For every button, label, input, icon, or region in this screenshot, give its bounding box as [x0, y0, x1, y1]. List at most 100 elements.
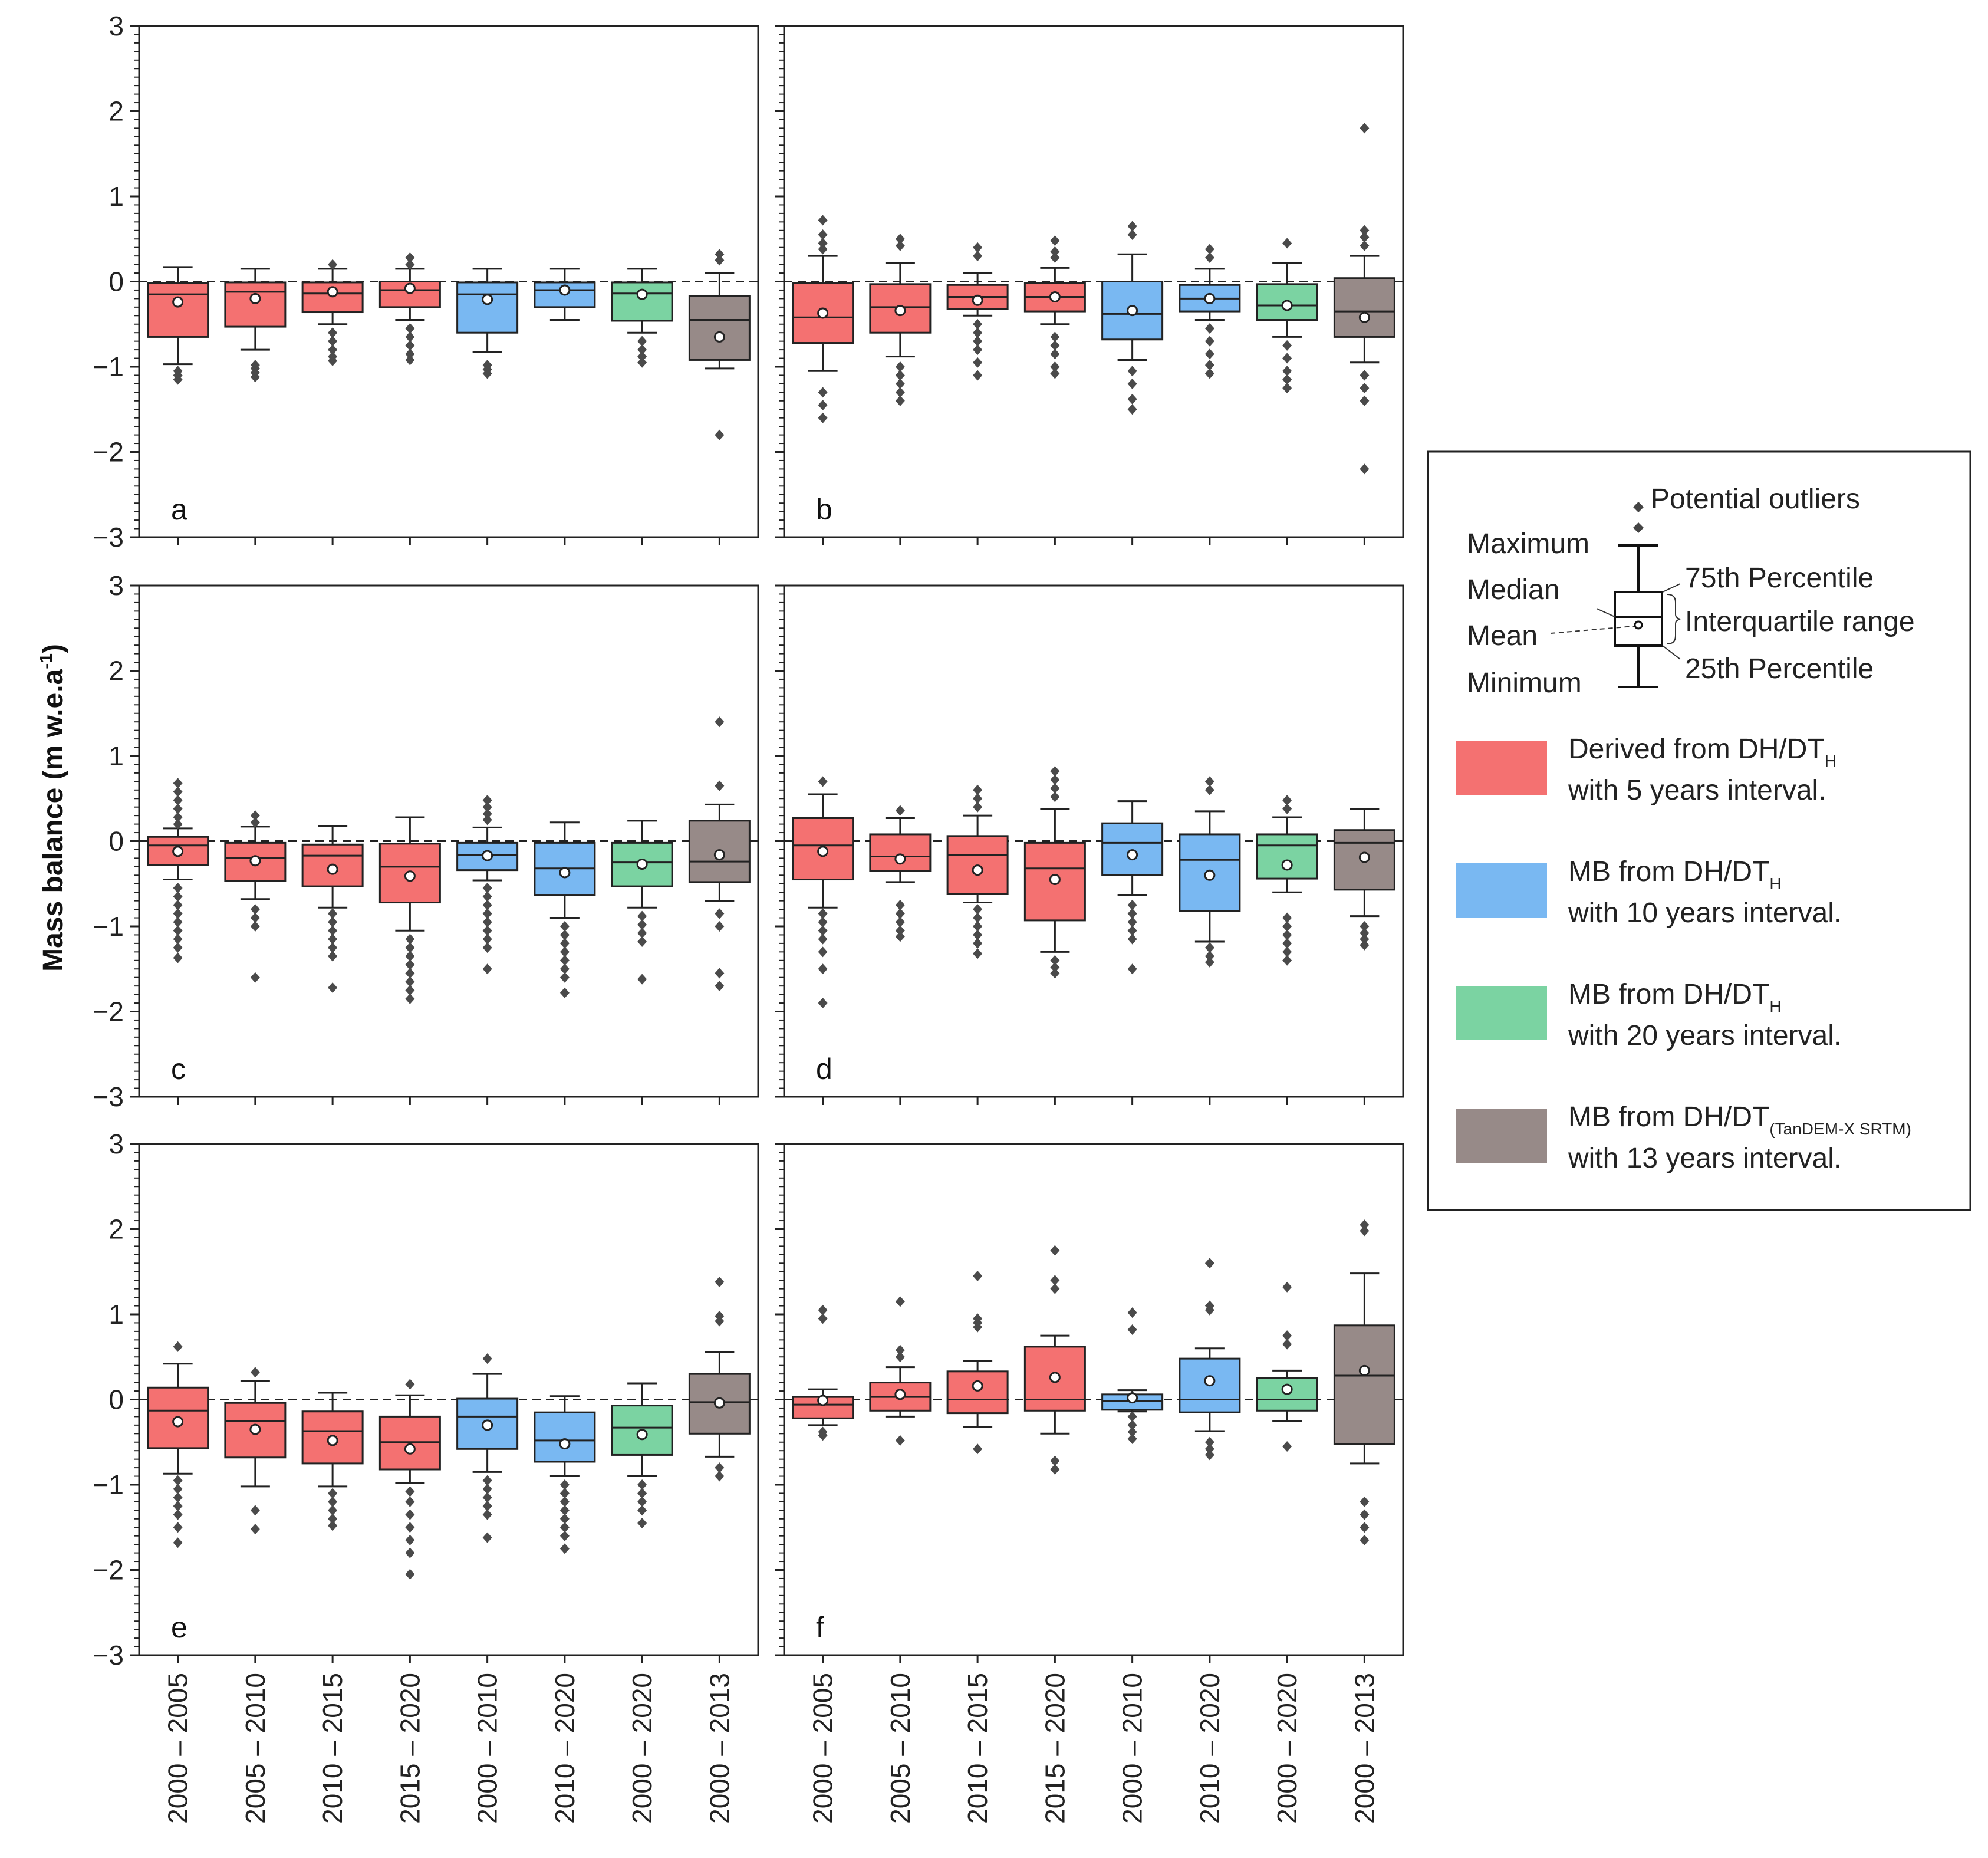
outlier-marker: [1204, 368, 1214, 379]
box-b-7: [1256, 238, 1318, 545]
outlier-marker: [1127, 378, 1137, 389]
mean-marker: [559, 867, 571, 879]
outlier-marker: [973, 318, 983, 330]
box-e-5: [456, 1353, 519, 1663]
legend-swatch: [1456, 986, 1547, 1040]
outlier-marker: [173, 1537, 183, 1548]
outlier-marker: [1282, 1339, 1292, 1350]
outlier-marker: [173, 899, 183, 910]
outlier-marker: [973, 1270, 983, 1281]
outlier-marker: [637, 910, 647, 922]
box-c-5: [456, 795, 519, 1105]
legend-outlier-marker: [1633, 502, 1644, 512]
box-c-4: [378, 816, 441, 1105]
outlier-marker: [1050, 1283, 1060, 1294]
outlier-marker: [973, 948, 983, 959]
outlier-marker: [637, 1479, 647, 1490]
outlier-marker: [1204, 360, 1214, 371]
outlier-marker: [559, 963, 570, 975]
outlier-marker: [405, 252, 415, 264]
outlier-marker: [1204, 1436, 1214, 1448]
outlier-marker: [405, 985, 415, 996]
outlier-marker: [1204, 244, 1214, 255]
x-tick-labels: 2000 – 2005 2005 – 2010 2010 – 2015 2015 – …: [163, 1673, 1380, 1824]
outlier-marker: [173, 942, 183, 953]
box-c-7: [611, 820, 673, 1105]
box-f-2: [869, 1296, 932, 1663]
outlier-marker: [895, 1344, 905, 1356]
outlier-marker: [482, 942, 492, 953]
x-tick-label: 2010 – 2015: [317, 1673, 348, 1824]
outlier-marker: [482, 1501, 492, 1512]
outlier-marker: [637, 344, 647, 356]
mean-marker: [559, 284, 571, 296]
mean-marker: [894, 305, 906, 317]
outlier-marker: [173, 908, 183, 919]
y-axis-label: Mass balance (m w.e.a-1): [37, 644, 69, 972]
box-b-3: [946, 242, 1009, 545]
outlier-marker: [1360, 1496, 1370, 1507]
box-a-3: [301, 259, 364, 545]
box-c-8: [688, 716, 751, 1105]
outlier-marker: [559, 929, 570, 940]
legend-mean-marker: [1634, 620, 1643, 630]
panel-frame: [138, 1143, 759, 1656]
outlier-marker: [1127, 899, 1137, 910]
outlier-marker: [715, 981, 725, 992]
x-tick-label: 2005 – 2010: [885, 1673, 916, 1824]
outlier-marker: [1050, 1455, 1060, 1466]
panel-f: f: [775, 1143, 1404, 1663]
outlier-marker: [818, 776, 828, 787]
outlier-marker: [173, 933, 183, 945]
outlier-marker: [250, 972, 260, 983]
outlier-marker: [1204, 1449, 1214, 1461]
outlier-marker: [818, 998, 828, 1009]
iqr-box: [1333, 1324, 1395, 1445]
outlier-marker: [895, 908, 905, 919]
outlier-marker: [895, 395, 905, 406]
outlier-marker: [1050, 368, 1060, 379]
outlier-marker: [1282, 921, 1292, 932]
mean-marker: [713, 331, 725, 343]
outlier-marker: [328, 982, 338, 994]
outlier-marker: [715, 249, 725, 260]
outlier-marker: [559, 1496, 570, 1507]
outlier-marker: [1204, 1443, 1214, 1455]
legend-swatch: [1456, 1109, 1547, 1163]
legend-entry-line1: MB from DH/DT(TanDEM-X SRTM): [1568, 1101, 1911, 1138]
mean-marker: [172, 846, 184, 857]
x-tick-label: 2000 – 2005: [163, 1673, 193, 1824]
outlier-marker: [482, 795, 492, 806]
mean-marker: [172, 296, 184, 308]
outlier-marker: [637, 351, 647, 362]
x-tick-label: 2000 – 2020: [627, 1673, 657, 1824]
y-tick-label: 1: [108, 1299, 124, 1330]
outlier-marker: [1282, 803, 1292, 814]
mean-marker: [1127, 305, 1138, 317]
y-tick-label: 2: [108, 656, 124, 686]
box-e-6: [534, 1395, 596, 1663]
outlier-marker: [482, 916, 492, 928]
outlier-marker: [895, 1296, 905, 1307]
outlier-marker: [973, 242, 983, 253]
outlier-marker: [818, 1304, 828, 1316]
outlier-marker: [1360, 370, 1370, 381]
x-tick-label: 2000 – 2020: [1272, 1673, 1302, 1824]
x-tick-label: 2000 – 2010: [472, 1673, 503, 1824]
legend-swatch: [1456, 741, 1547, 795]
y-tick-label: −1: [93, 1469, 124, 1500]
outlier-marker: [973, 1321, 983, 1333]
legend-entry-line2: with 5 years interval.: [1568, 775, 1826, 806]
outlier-marker: [328, 925, 338, 936]
y-tick-label: −1: [93, 911, 124, 942]
legend-swatch: [1456, 863, 1547, 918]
outlier-marker: [405, 959, 415, 971]
mean-marker: [1127, 849, 1138, 861]
y-tick-label: −1: [93, 351, 124, 382]
x-tick-label: 2000 – 2005: [808, 1673, 838, 1824]
panel-letter: b: [816, 493, 832, 526]
outlier-marker: [250, 1505, 260, 1516]
mean-marker: [404, 1443, 416, 1455]
outlier-marker: [895, 370, 905, 381]
outlier-marker: [328, 908, 338, 919]
